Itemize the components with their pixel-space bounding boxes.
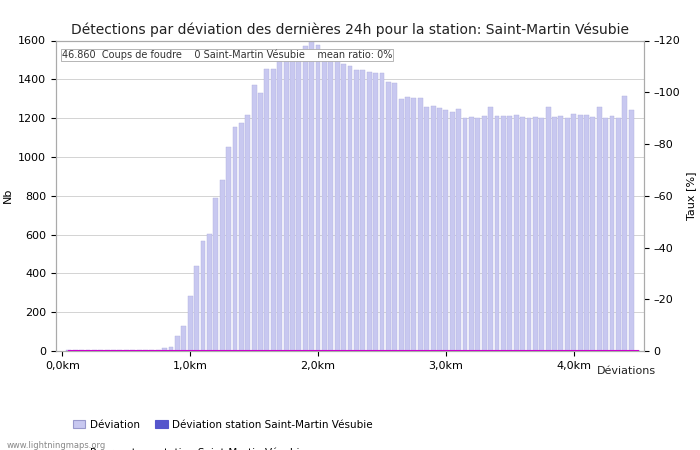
Bar: [271, 69, 276, 351]
Bar: [488, 108, 493, 351]
Bar: [354, 70, 359, 351]
Bar: [207, 234, 212, 351]
Bar: [552, 117, 557, 351]
Bar: [143, 350, 148, 351]
Bar: [559, 116, 564, 351]
Bar: [629, 110, 634, 351]
Bar: [508, 116, 512, 351]
Legend: Pourcentage station Saint-Martin Vésubie: Pourcentage station Saint-Martin Vésubie: [73, 447, 305, 450]
Bar: [482, 116, 486, 351]
Bar: [565, 118, 570, 351]
Bar: [348, 66, 352, 351]
Bar: [533, 117, 538, 351]
Bar: [316, 45, 321, 351]
Bar: [341, 64, 346, 351]
Bar: [136, 350, 141, 351]
Bar: [450, 112, 455, 351]
Bar: [501, 116, 506, 351]
Text: 46.860  Coups de foudre    0 Saint-Martin Vésubie    mean ratio: 0%: 46.860 Coups de foudre 0 Saint-Martin Vé…: [62, 50, 392, 60]
Bar: [258, 93, 263, 351]
Bar: [412, 98, 416, 351]
Bar: [265, 69, 270, 351]
Bar: [571, 114, 576, 351]
Bar: [277, 61, 282, 351]
Bar: [156, 350, 161, 351]
Bar: [303, 46, 308, 351]
Text: www.lightningmaps.org: www.lightningmaps.org: [7, 441, 106, 450]
Bar: [610, 116, 615, 351]
Bar: [539, 118, 544, 351]
Bar: [322, 52, 327, 351]
Bar: [418, 98, 423, 351]
Bar: [373, 72, 378, 351]
Bar: [430, 107, 435, 351]
Bar: [98, 350, 103, 351]
Bar: [220, 180, 225, 351]
Bar: [66, 350, 71, 351]
Bar: [475, 118, 480, 351]
Bar: [201, 241, 205, 351]
Bar: [578, 115, 582, 351]
Bar: [367, 72, 372, 351]
Bar: [296, 55, 301, 351]
Bar: [130, 350, 135, 351]
Bar: [456, 109, 461, 351]
Title: Détections par déviation des dernières 24h pour la station: Saint-Martin Vésubie: Détections par déviation des dernières 2…: [71, 22, 629, 36]
Bar: [622, 96, 627, 351]
Bar: [463, 118, 468, 351]
Bar: [386, 82, 391, 351]
Bar: [149, 350, 154, 351]
Bar: [73, 350, 78, 351]
Bar: [245, 115, 250, 351]
Y-axis label: Taux [%]: Taux [%]: [686, 171, 696, 220]
Bar: [181, 326, 186, 351]
Y-axis label: Nb: Nb: [3, 188, 13, 203]
Bar: [437, 108, 442, 351]
Bar: [194, 266, 199, 351]
Bar: [284, 59, 288, 351]
Bar: [379, 73, 384, 351]
Bar: [239, 123, 244, 351]
Bar: [590, 117, 595, 351]
Bar: [232, 127, 237, 351]
Bar: [252, 85, 257, 351]
Bar: [597, 108, 602, 351]
Bar: [495, 116, 499, 351]
Bar: [514, 115, 519, 351]
Bar: [290, 58, 295, 351]
Bar: [520, 117, 525, 351]
Bar: [169, 347, 174, 351]
Text: Déviations: Déviations: [597, 366, 656, 376]
Bar: [546, 108, 551, 351]
Bar: [105, 350, 110, 351]
Bar: [79, 350, 84, 351]
Bar: [424, 108, 429, 351]
Bar: [328, 60, 333, 351]
Bar: [226, 147, 231, 351]
Bar: [469, 117, 474, 351]
Bar: [162, 348, 167, 351]
Bar: [124, 350, 129, 351]
Bar: [118, 350, 122, 351]
Bar: [111, 350, 116, 351]
Bar: [214, 198, 218, 351]
Bar: [526, 118, 531, 351]
Bar: [399, 99, 404, 351]
Bar: [92, 350, 97, 351]
Bar: [443, 110, 448, 351]
Bar: [85, 350, 90, 351]
Bar: [335, 60, 339, 351]
Bar: [360, 70, 365, 351]
Bar: [616, 118, 621, 351]
Bar: [584, 115, 589, 351]
Bar: [405, 97, 410, 351]
Bar: [309, 40, 314, 351]
Bar: [392, 83, 397, 351]
Bar: [188, 296, 193, 351]
Bar: [603, 118, 608, 351]
Bar: [175, 337, 180, 351]
